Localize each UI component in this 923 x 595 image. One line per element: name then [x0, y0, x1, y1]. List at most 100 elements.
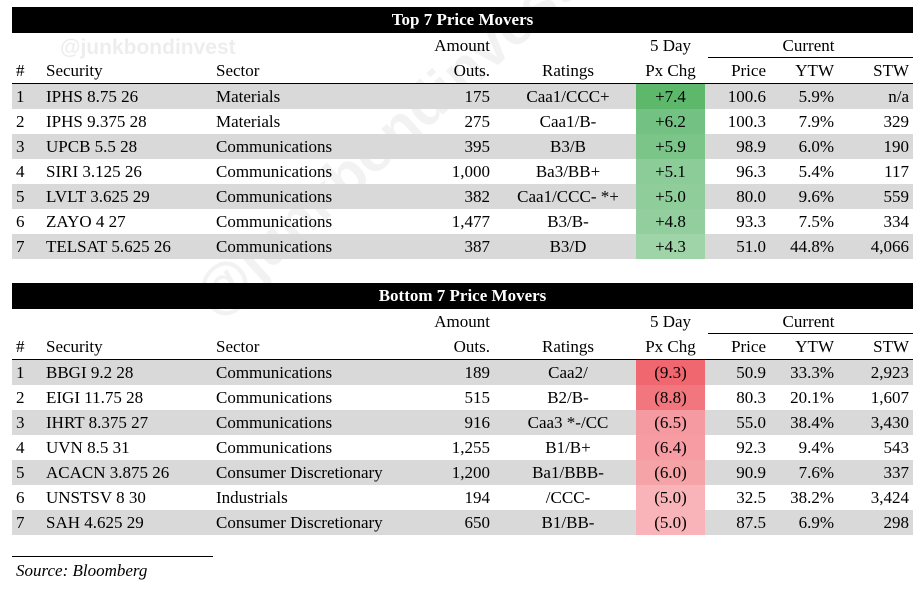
cell-ratings: Ba3/BB+ [535, 162, 601, 181]
cell-security: ZAYO 4 27 [46, 212, 126, 231]
cell-chg: (8.8) [636, 385, 705, 410]
cell-ratings: B1/BB- [541, 513, 595, 532]
col-header-ratings: Ratings [542, 61, 594, 80]
cell-security: SIRI 3.125 26 [46, 162, 142, 181]
cell-num: 3 [16, 137, 25, 156]
cell-num: 2 [16, 388, 25, 407]
cell-stw: 1,607 [870, 388, 909, 407]
cell-sector: Communications [216, 363, 333, 382]
cell-stw: 3,430 [870, 413, 909, 432]
col-header-number: # [16, 61, 25, 80]
cell-ytw: 20.1% [790, 388, 834, 407]
col-header-5day: 5 Day [649, 36, 692, 55]
cell-sector: Communications [216, 187, 333, 206]
table-row: 1 BBGI 9.2 28 Communications 189 Caa2/ (9.3) 5… [12, 360, 913, 385]
cell-num: 7 [16, 237, 25, 256]
cell-price: 50.9 [736, 363, 766, 382]
cell-ytw: 9.6% [798, 187, 834, 206]
cell-ytw: 5.9% [798, 87, 834, 106]
cell-ytw: 44.8% [790, 237, 834, 256]
cell-price: 100.6 [727, 87, 766, 106]
table-row: 4 SIRI 3.125 26 Communications 1,000 Ba3/BB+… [12, 159, 913, 184]
col-header-amount: Amount [434, 312, 490, 331]
cell-sector: Industrials [216, 488, 288, 507]
cell-sector: Communications [216, 212, 333, 231]
bottom-movers-table: Bottom 7 Price Movers Amount 5 Day Current #… [12, 283, 913, 535]
cell-chg: +6.2 [636, 109, 705, 134]
cell-price: 51.0 [736, 237, 766, 256]
cell-stw: 117 [884, 162, 909, 181]
header-row-top: Amount 5 Day Current [12, 309, 913, 334]
col-header-stw: STW [873, 61, 909, 80]
cell-security: EIGI 11.75 28 [46, 388, 144, 407]
col-header-price: Price [731, 61, 766, 80]
table-row: 1 IPHS 8.75 26 Materials 175 Caa1/CCC+ +7.4 10… [12, 84, 913, 109]
table-row: 7 TELSAT 5.625 26 Communications 387 B3/D +4.… [12, 234, 913, 259]
cell-ratings: B3/B- [547, 212, 589, 231]
cell-num: 3 [16, 413, 25, 432]
col-header-sector: Sector [216, 337, 260, 356]
col-header-px-chg: Px Chg [645, 337, 696, 356]
cell-amount: 275 [464, 112, 491, 131]
cell-amount: 1,477 [451, 212, 490, 231]
cell-chg: +5.1 [636, 159, 705, 184]
table-row: 2 EIGI 11.75 28 Communications 515 B2/B- (8.8… [12, 385, 913, 410]
cell-stw: 190 [883, 137, 910, 156]
cell-ytw: 7.5% [798, 212, 834, 231]
cell-ratings: Caa1/B- [539, 112, 597, 131]
col-header-number: # [16, 337, 25, 356]
cell-chg: (6.5) [636, 410, 705, 435]
col-header-px-chg: Px Chg [645, 61, 696, 80]
col-header-outstanding: Outs. [453, 61, 490, 80]
cell-chg: +4.3 [636, 234, 705, 259]
col-header-5day: 5 Day [649, 312, 692, 331]
cell-amount: 1,000 [451, 162, 490, 181]
cell-num: 7 [16, 513, 25, 532]
col-header-security: Security [46, 337, 103, 356]
cell-stw: 3,424 [870, 488, 909, 507]
cell-chg: +4.8 [636, 209, 705, 234]
cell-chg: +7.4 [636, 84, 705, 109]
cell-stw: 4,066 [870, 237, 909, 256]
cell-amount: 916 [464, 413, 491, 432]
cell-price: 80.3 [736, 388, 766, 407]
col-header-amount: Amount [434, 36, 490, 55]
header-row-bottom: # Security Sector Outs. Ratings Px Chg Price YT… [12, 334, 913, 360]
cell-price: 55.0 [736, 413, 766, 432]
cell-security: IPHS 9.375 28 [46, 112, 147, 131]
cell-ratings: B3/B [550, 137, 586, 156]
cell-amount: 1,200 [451, 463, 490, 482]
cell-price: 93.3 [736, 212, 766, 231]
cell-ratings: Caa1/CCC+ [526, 87, 610, 106]
cell-amount: 382 [464, 187, 491, 206]
table-row: 4 UVN 8.5 31 Communications 1,255 B1/B+ (6.4)… [12, 435, 913, 460]
cell-price: 96.3 [736, 162, 766, 181]
cell-amount: 175 [464, 87, 491, 106]
cell-security: UPCB 5.5 28 [46, 137, 138, 156]
cell-num: 6 [16, 488, 25, 507]
cell-security: LVLT 3.625 29 [46, 187, 150, 206]
header-row-bottom: # Security Sector Outs. Ratings Px Chg Price YT… [12, 58, 913, 84]
cell-amount: 515 [464, 388, 491, 407]
cell-sector: Communications [216, 438, 333, 457]
cell-stw: 559 [883, 187, 910, 206]
col-header-current: Current [782, 36, 835, 55]
col-header-ratings: Ratings [542, 337, 594, 356]
cell-num: 6 [16, 212, 25, 231]
table-row: 3 UPCB 5.5 28 Communications 395 B3/B +5.9 98.… [12, 134, 913, 159]
cell-security: TELSAT 5.625 26 [46, 237, 171, 256]
cell-ytw: 38.2% [790, 488, 834, 507]
cell-security: UNSTSV 8 30 [46, 488, 146, 507]
cell-ytw: 6.0% [798, 137, 834, 156]
cell-security: IHRT 8.375 27 [46, 413, 149, 432]
cell-price: 90.9 [736, 463, 766, 482]
cell-amount: 395 [464, 137, 491, 156]
cell-sector: Communications [216, 388, 333, 407]
col-header-current: Current [782, 312, 835, 331]
cell-num: 1 [16, 363, 25, 382]
col-header-price: Price [731, 337, 766, 356]
cell-amount: 387 [464, 237, 491, 256]
cell-amount: 189 [464, 363, 491, 382]
cell-stw: 337 [883, 463, 910, 482]
source-note: Source: Bloomberg [16, 561, 148, 580]
